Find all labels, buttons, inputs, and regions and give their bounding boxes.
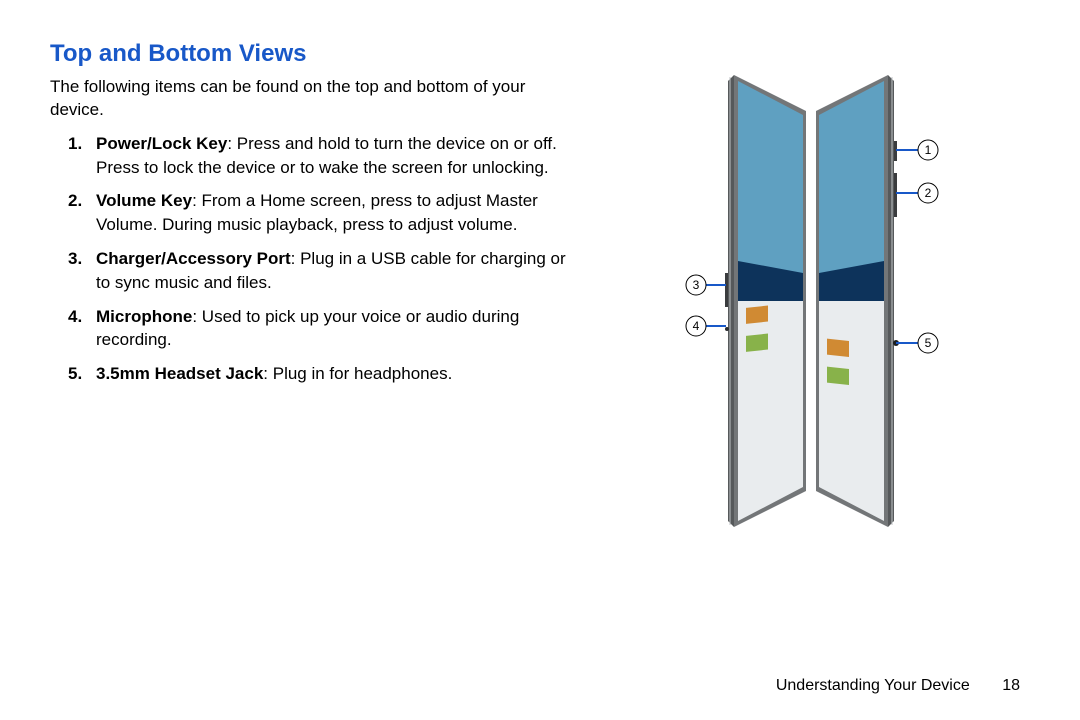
item-title: Microphone — [96, 307, 192, 326]
list-item: 5. 3.5mm Headset Jack: Plug in for headp… — [50, 362, 580, 386]
section-heading: Top and Bottom Views — [50, 40, 1020, 68]
svg-text:4: 4 — [693, 319, 700, 333]
list-item: 2. Volume Key: From a Home screen, press… — [50, 189, 580, 237]
manual-page: Top and Bottom Views The following items… — [0, 0, 1080, 720]
list-item: 1. Power/Lock Key: Press and hold to tur… — [50, 132, 580, 180]
list-item: 3. Charger/Accessory Port: Plug in a USB… — [50, 247, 580, 295]
diagram-svg: 1 2 3 4 5 — [640, 65, 980, 535]
svg-text:3: 3 — [693, 278, 700, 292]
intro-text: The following items can be found on the … — [50, 76, 580, 122]
item-title: 3.5mm Headset Jack — [96, 364, 263, 383]
footer-section: Understanding Your Device — [776, 677, 970, 694]
page-footer: Understanding Your Device 18 — [776, 677, 1020, 695]
item-title: Charger/Accessory Port — [96, 249, 291, 268]
device-diagram: 1 2 3 4 5 — [640, 65, 1040, 535]
item-title: Volume Key — [96, 191, 192, 210]
list-item: 4. Microphone: Used to pick up your voic… — [50, 305, 580, 353]
feature-list: 1. Power/Lock Key: Press and hold to tur… — [50, 132, 580, 386]
item-number: 5. — [68, 362, 82, 386]
svg-text:5: 5 — [925, 336, 932, 350]
svg-text:1: 1 — [925, 143, 932, 157]
item-desc: : Plug in for headphones. — [263, 364, 452, 383]
item-number: 1. — [68, 132, 82, 156]
item-title: Power/Lock Key — [96, 134, 227, 153]
item-number: 4. — [68, 305, 82, 329]
item-number: 2. — [68, 189, 82, 213]
page-number: 18 — [1002, 677, 1020, 694]
item-number: 3. — [68, 247, 82, 271]
svg-text:2: 2 — [925, 186, 932, 200]
